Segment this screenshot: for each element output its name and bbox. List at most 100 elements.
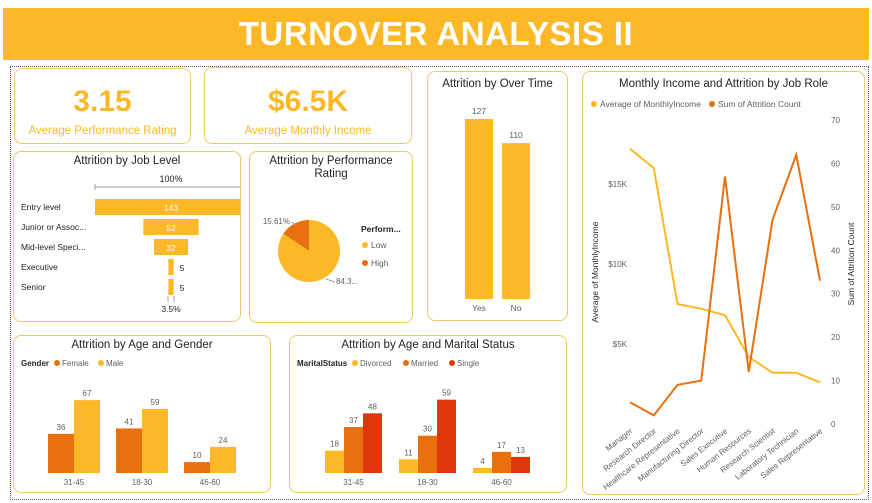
pie-data-label: 84.3... (336, 277, 358, 286)
left-axis-title: Average of MonthlyIncome (590, 221, 600, 322)
line-legend-label: Sum of Attrition Count (718, 99, 801, 109)
right-axis-tick: 40 (831, 246, 840, 255)
grouped-bar (48, 433, 74, 473)
chart-card-job-level[interactable]: Attrition by Job Level 100% Entry level 14… (13, 151, 241, 322)
pie-legend-marker (362, 260, 368, 266)
grouped-bar (210, 446, 236, 473)
bar-value-label: 59 (151, 398, 160, 407)
left-axis-tick: $10K (608, 260, 627, 269)
overtime-bar-chart: 127 Yes 110 No (465, 106, 530, 313)
funnel-value-label: 5 (180, 263, 185, 273)
kpi-value: 3.15 (73, 85, 132, 118)
chart-title: Attrition by Age and Marital Status (341, 339, 515, 351)
bar-category-label: 18-30 (132, 478, 153, 487)
overtime-bar (465, 119, 493, 299)
bar-legend-title: MaritalStatus (297, 359, 348, 368)
chart-card-overtime[interactable]: Attrition by Over Time 127 Yes 110 No (427, 71, 568, 321)
left-axis-tick: $15K (608, 180, 627, 189)
pie-legend-title: Perform... (361, 224, 401, 234)
title-banner: TURNOVER ANALYSIS II (3, 8, 869, 60)
bar-value-label: 67 (83, 389, 92, 398)
kpi-card-income[interactable]: $6.5K Average Monthly Income (204, 67, 412, 144)
kpi-value: $6.5K (267, 85, 349, 118)
bar-category-label: 31-45 (343, 478, 364, 487)
chart-title: Monthly Income and Attrition by Job Role (618, 78, 829, 90)
funnel-bar (153, 239, 189, 255)
right-axis-title: Sum of Attrition Count (846, 222, 856, 305)
bar-category-label: 31-45 (64, 478, 85, 487)
funnel-top-label: 100% (159, 174, 182, 184)
funnel-value-label: 52 (166, 223, 176, 233)
line-series-income (629, 148, 821, 384)
bar-value-label: 18 (330, 440, 339, 449)
pie-slice (283, 220, 309, 251)
bar-value-label: 41 (125, 417, 134, 426)
bar-value-label: 10 (193, 451, 202, 460)
pie-legend-label: High (371, 258, 389, 268)
funnel-category-label: Junior or Assoc... (21, 222, 86, 232)
bar-legend-label: Female (62, 359, 89, 368)
chart-card-age-gender[interactable]: Attrition by Age and Gender Gender Female… (13, 335, 271, 493)
overtime-bar (502, 143, 530, 299)
funnel-bottom-label: 3.5% (161, 304, 181, 314)
bar-legend-marker (54, 360, 60, 366)
bar-value-label: 24 (219, 436, 228, 445)
grouped-bar (492, 451, 511, 473)
funnel-value-label: 5 (180, 283, 185, 293)
bar-value-label: 11 (404, 448, 413, 457)
bar-value-label: 17 (497, 441, 506, 450)
grouped-bar (437, 399, 456, 473)
bar-value-label: 36 (57, 423, 66, 432)
overtime-category-label: Yes (472, 303, 486, 313)
bar-legend-marker (98, 360, 104, 366)
funnel-bar (168, 279, 174, 295)
kpi-label: Average Performance Rating (28, 125, 177, 137)
bar-category-label: 46-60 (200, 478, 221, 487)
chart-card-age-marital[interactable]: Attrition by Age and Marital Status Mari… (289, 335, 567, 493)
right-axis-tick: 20 (831, 333, 840, 342)
bar-legend-marker (403, 360, 409, 366)
right-axis-tick: 30 (831, 290, 840, 299)
kpi-label: Average Monthly Income (244, 125, 372, 137)
report-canvas (10, 66, 869, 500)
pie-leader-line (325, 278, 336, 283)
bar-value-label: 13 (516, 446, 525, 455)
bar-value-label: 37 (349, 416, 358, 425)
bar-value-label: 59 (442, 389, 451, 398)
funnel-bar (143, 219, 199, 235)
chart-title: Attrition by Over Time (442, 78, 553, 90)
bar-legend-label: Divorced (360, 359, 392, 368)
income-attrition-line-chart: Average of MonthlyIncome Sum of Attrition… (590, 99, 856, 492)
pie-chart: 15.61% 84.3... Perform... Low High (263, 217, 401, 286)
grouped-bar (74, 400, 100, 473)
kpi-card-performance[interactable]: 3.15 Average Performance Rating (14, 68, 191, 144)
pie-legend-marker (362, 242, 368, 248)
funnel-category-label: Executive (21, 262, 58, 272)
line-legend-label: Average of MonthlyIncome (600, 99, 701, 109)
pie-legend-label: Low (371, 240, 387, 250)
right-axis-tick: 60 (831, 159, 840, 168)
funnel-value-label: 32 (166, 243, 176, 253)
funnel-bar (95, 199, 240, 215)
bar-value-label: 30 (423, 425, 432, 434)
right-axis-tick: 10 (831, 377, 840, 386)
right-axis-tick: 50 (831, 203, 840, 212)
bar-legend-marker (352, 360, 358, 366)
bar-legend-title: Gender (21, 359, 49, 368)
funnel-chart: 100% Entry level 143 Junior or Assoc... 52 Mi… (21, 174, 240, 314)
grouped-bar (418, 435, 437, 473)
funnel-bar (168, 259, 174, 275)
funnel-category-label: Senior (21, 282, 46, 292)
funnel-value-label: 143 (164, 203, 178, 213)
line-legend-marker (709, 101, 715, 107)
chart-card-performance[interactable]: Attrition by Performance Rating 15.61% 84… (249, 151, 413, 323)
grouped-bar (511, 456, 530, 473)
grouped-bar (473, 468, 492, 473)
line-legend-marker (591, 101, 597, 107)
chart-title: Attrition by Job Level (73, 155, 181, 167)
overtime-category-label: No (511, 303, 522, 313)
chart-card-income-role[interactable]: Monthly Income and Attrition by Job Role… (582, 71, 865, 495)
pie-data-label: 15.61% (263, 217, 290, 226)
bar-value-label: 48 (368, 402, 377, 411)
funnel-category-label: Entry level (21, 202, 61, 212)
